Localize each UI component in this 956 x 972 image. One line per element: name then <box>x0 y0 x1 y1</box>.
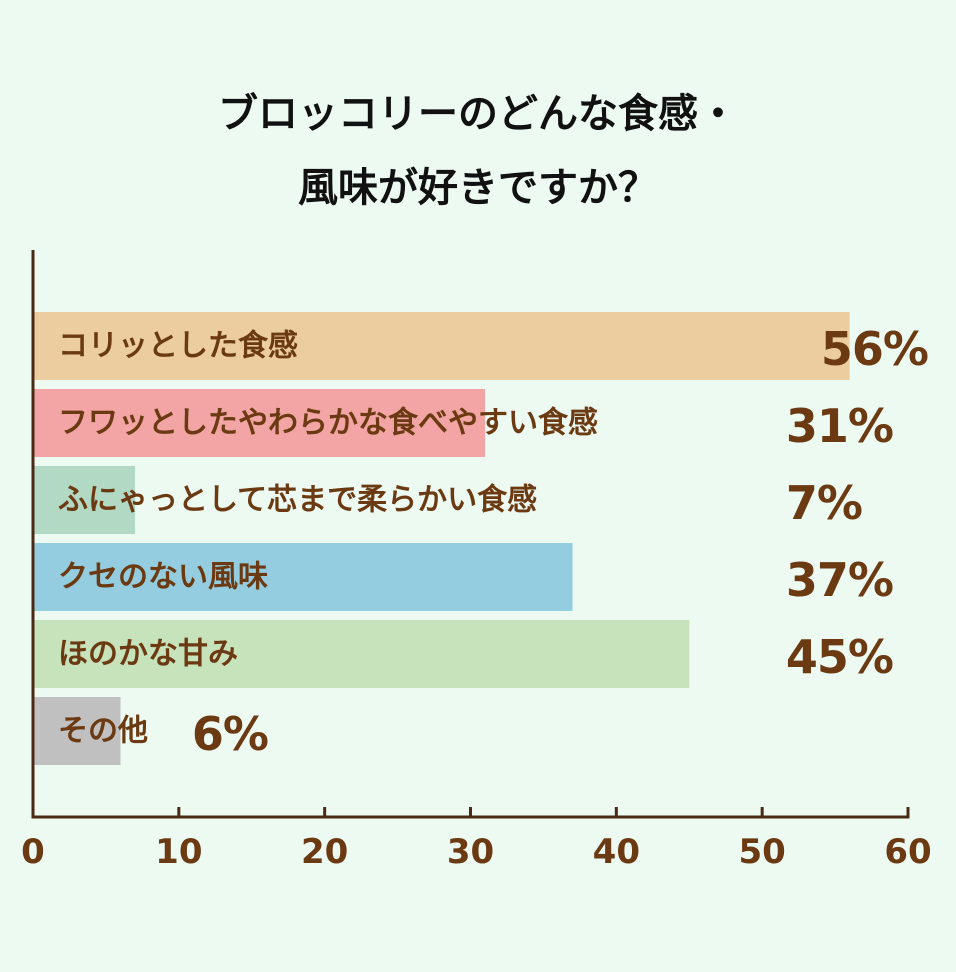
value-label: 56% <box>821 322 928 376</box>
value-label: 31% <box>786 399 893 453</box>
value-label: 45% <box>786 630 893 684</box>
bar <box>33 697 121 765</box>
x-tick-label: 20 <box>301 832 348 872</box>
category-label: コリッとした食感 <box>58 329 298 364</box>
bar <box>33 389 486 457</box>
bar <box>33 466 136 534</box>
bar <box>33 620 690 688</box>
chart-title-line-1: ブロッコリーのどんな食感・ <box>218 91 738 137</box>
x-tick-label: 60 <box>884 832 931 872</box>
category-label: ふにゃっとして芯まで柔らかい食感 <box>58 483 537 518</box>
x-tick-label: 10 <box>155 832 202 872</box>
bar <box>33 543 573 611</box>
x-tick-label: 50 <box>739 832 786 872</box>
x-tick-label: 0 <box>21 832 45 872</box>
x-tick-label: 40 <box>593 832 640 872</box>
category-label: ほのかな甘み <box>58 637 238 672</box>
chart-title-line-2: 風味が好きですか？ <box>298 165 658 211</box>
category-label: その他 <box>58 714 148 749</box>
bar <box>33 312 850 380</box>
category-label: クセのない風味 <box>58 560 268 595</box>
category-label: フワッとしたやわらかな食べやすい食感 <box>58 406 598 441</box>
x-tick-label: 30 <box>447 832 494 872</box>
value-label: 6% <box>192 707 268 761</box>
value-label: 7% <box>786 476 862 530</box>
value-label: 37% <box>786 553 893 607</box>
